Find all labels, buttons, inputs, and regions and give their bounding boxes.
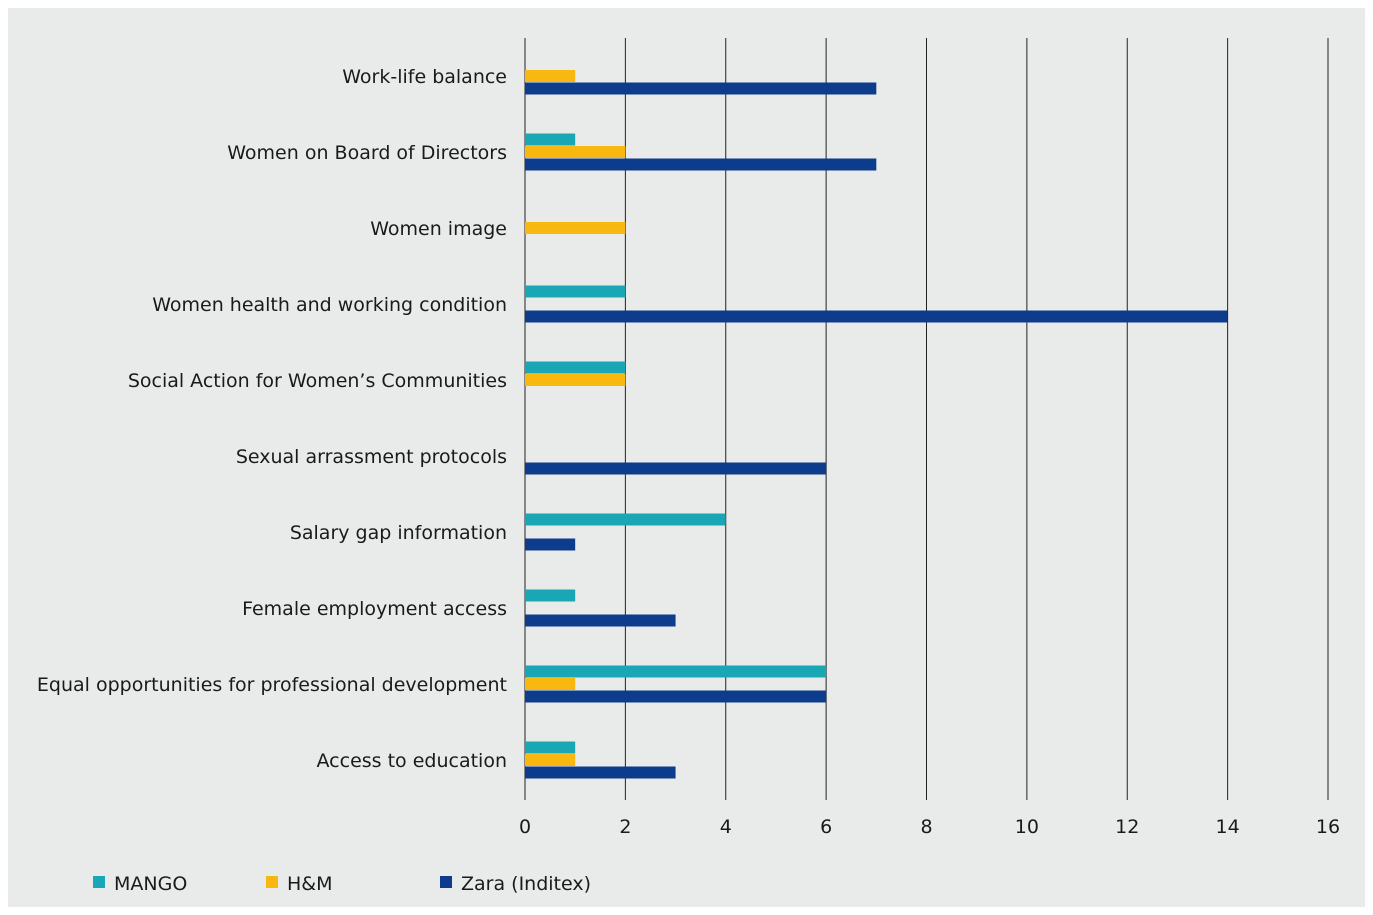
legend: MANGO H&M Zara (Inditex) <box>93 873 591 895</box>
bar-h-m-2 <box>525 222 626 234</box>
x-tick-label: 6 <box>820 816 832 838</box>
gridlines <box>524 38 1329 800</box>
bar-h-m-4 <box>525 374 626 386</box>
legend-swatch-mango <box>93 876 105 888</box>
x-tick-label: 4 <box>720 816 732 838</box>
x-tick-label: 0 <box>519 816 531 838</box>
category-label: Social Action for Women’s Communities <box>128 370 507 392</box>
category-label: Work-life balance <box>342 66 507 88</box>
legend-label-zara-inditex-: Zara (Inditex) <box>461 873 591 895</box>
bar-mango-4 <box>525 361 626 374</box>
category-label: Access to education <box>317 750 507 772</box>
bar-zara-inditex--1 <box>525 158 877 171</box>
category-label: Sexual arrassment protocols <box>236 446 507 468</box>
legend-swatch-h-m <box>266 876 278 888</box>
bar-chart: Work-life balance Women on Board of Direc… <box>37 38 1340 895</box>
x-tick-label: 14 <box>1216 816 1240 838</box>
bar-zara-inditex--8 <box>525 690 827 703</box>
bar-mango-3 <box>525 285 626 298</box>
legend-swatch-zara-inditex- <box>440 876 452 888</box>
bars <box>525 70 1228 779</box>
legend-label-h-m: H&M <box>287 873 333 895</box>
category-label: Women health and working condition <box>152 294 507 316</box>
x-tick-label: 10 <box>1015 816 1039 838</box>
bar-zara-inditex--6 <box>525 538 576 551</box>
bar-zara-inditex--0 <box>525 82 877 95</box>
chart-panel: Work-life balance Women on Board of Direc… <box>8 8 1365 907</box>
category-label: Equal opportunities for professional dev… <box>37 674 507 696</box>
bar-zara-inditex--3 <box>525 310 1228 323</box>
bar-mango-1 <box>525 133 576 146</box>
x-tick-label: 2 <box>619 816 631 838</box>
bar-h-m-8 <box>525 678 576 690</box>
bar-mango-7 <box>525 589 576 602</box>
category-label: Women image <box>370 218 507 240</box>
x-tick-label: 16 <box>1316 816 1340 838</box>
category-labels: Work-life balance Women on Board of Direc… <box>37 66 507 772</box>
category-label: Salary gap information <box>290 522 507 544</box>
bar-h-m-1 <box>525 146 626 158</box>
x-tick-label: 8 <box>920 816 932 838</box>
x-tick-labels: 0 2 4 6 8 10 12 14 16 <box>519 816 1340 838</box>
bar-h-m-0 <box>525 70 576 82</box>
bar-mango-9 <box>525 741 576 754</box>
category-label: Female employment access <box>242 598 507 620</box>
bar-mango-8 <box>525 665 827 678</box>
bar-zara-inditex--5 <box>525 462 827 475</box>
bar-zara-inditex--9 <box>525 766 676 779</box>
bar-mango-6 <box>525 513 726 526</box>
bar-h-m-9 <box>525 754 576 766</box>
bar-zara-inditex--7 <box>525 614 676 627</box>
category-label: Women on Board of Directors <box>227 142 507 164</box>
x-tick-label: 12 <box>1115 816 1139 838</box>
legend-label-mango: MANGO <box>114 873 187 895</box>
